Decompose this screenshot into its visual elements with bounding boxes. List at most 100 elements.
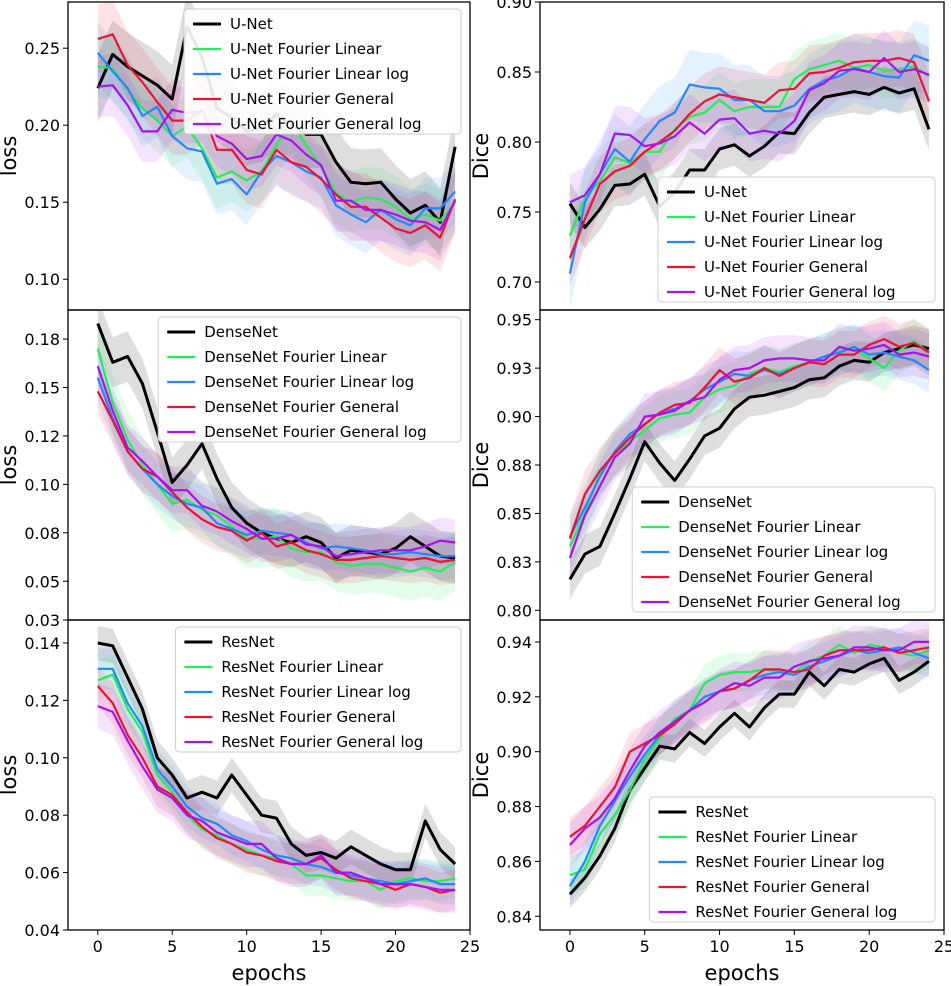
legend-label: ResNet Fourier Linear xyxy=(695,828,858,846)
y-tick-label: 0.90 xyxy=(496,0,532,12)
y-tick-label: 0.95 xyxy=(496,311,532,330)
legend-label: ResNet Fourier General xyxy=(221,708,395,726)
y-tick-label: 0.92 xyxy=(496,688,532,707)
confidence-band-densenet-fourier-linear xyxy=(97,319,456,601)
panel-resnet-loss: 0.04 0.06 0.08 0.10 0.12 0.14 0 5 10 15 20 25 loss ep… xyxy=(0,619,480,985)
legend-label: U-Net Fourier General log xyxy=(704,283,896,301)
legend-label: DenseNet Fourier General log xyxy=(204,423,426,441)
panel-unet-loss: 0.10 0.15 0.20 0.25 loss U-Net U-Net Fourier L… xyxy=(0,1,471,311)
legend-label: ResNet xyxy=(695,803,748,821)
y-axis-label: loss xyxy=(0,445,21,486)
legend-label: DenseNet Fourier General xyxy=(678,568,873,586)
y-tick-label: 0.86 xyxy=(496,852,532,871)
y-tick-label: 0.90 xyxy=(496,408,532,427)
legend-box xyxy=(183,8,462,135)
legend-label: U-Net Fourier General xyxy=(704,258,868,276)
confidence-band-densenet-fourier-linear-log xyxy=(569,323,929,560)
legend-label: DenseNet Fourier Linear xyxy=(678,518,861,536)
y-tick-label: 0.04 xyxy=(24,921,60,940)
confidence-band-densenet-fourier-general xyxy=(569,315,929,562)
series-line-u-net xyxy=(568,85,931,229)
panel-densenet-loss: 0.03 0.05 0.08 0.10 0.12 0.15 0.18 loss DenseNet… xyxy=(0,309,471,630)
legend: DenseNet DenseNet Fourier Linear DenseNet … xyxy=(631,486,936,613)
y-tick-label: 0.10 xyxy=(24,270,60,289)
y-tick-label: 0.88 xyxy=(496,798,532,817)
confidence-band-densenet-fourier-general xyxy=(97,368,456,586)
y-axis-label: loss xyxy=(0,755,21,796)
y-tick-label: 0.15 xyxy=(24,193,60,212)
series-line-u-net-fourier-general-log xyxy=(569,56,930,204)
legend-label: ResNet Fourier General log xyxy=(695,903,897,921)
legend-label: DenseNet Fourier Linear log xyxy=(678,543,888,561)
x-tick-label: 20 xyxy=(859,937,879,956)
legend: U-Net U-Net Fourier Linear U-Net Fourier L… xyxy=(183,8,462,135)
y-tick-label: 0.05 xyxy=(24,572,60,591)
x-axis-label: epochs xyxy=(232,961,307,985)
legend-label: U-Net Fourier Linear log xyxy=(704,233,883,251)
confidence-band-u-net-fourier-linear xyxy=(569,32,929,264)
series-line-densenet-fourier-general xyxy=(568,338,930,539)
y-tick-label: 0.25 xyxy=(24,39,60,58)
confidence-band-u-net-fourier-general xyxy=(97,2,456,272)
legend-label: U-Net Fourier Linear log xyxy=(230,65,409,83)
y-tick-label: 0.88 xyxy=(496,456,532,475)
y-tick-label: 0.83 xyxy=(496,553,532,572)
confidence-band-densenet-fourier-linear-log xyxy=(97,354,456,580)
legend-label: U-Net xyxy=(704,183,747,201)
y-tick-label: 0.08 xyxy=(24,524,60,543)
y-tick-label: 0.10 xyxy=(24,475,60,494)
x-tick-label: 20 xyxy=(385,937,405,956)
panel-densenet-dice: 0.80 0.83 0.85 0.88 0.90 0.93 0.95 Dice DenseNet… xyxy=(469,309,945,621)
x-tick-label: 10 xyxy=(236,937,256,956)
y-tick-label: 0.15 xyxy=(24,379,60,398)
legend: DenseNet DenseNet Fourier Linear DenseNet … xyxy=(157,316,462,443)
legend-label: ResNet Fourier Linear log xyxy=(695,853,884,871)
y-tick-label: 0.75 xyxy=(496,203,532,222)
axes-frame xyxy=(539,619,945,931)
series-line-resnet-fourier-general-log xyxy=(569,640,929,846)
series-line-densenet-fourier-general-log xyxy=(96,365,456,558)
y-tick-label: 0.10 xyxy=(24,749,60,768)
x-tick-label: 5 xyxy=(167,937,177,956)
legend-box xyxy=(631,486,936,613)
x-tick-label: 25 xyxy=(934,937,951,956)
legend-label: U-Net Fourier General log xyxy=(230,115,422,133)
legend: ResNet ResNet Fourier Linear ResNet Fourie… xyxy=(174,626,462,753)
legend-label: U-Net Fourier Linear xyxy=(704,208,856,226)
x-tick-label: 25 xyxy=(460,937,480,956)
series-line-resnet-fourier-general-log xyxy=(97,705,456,891)
confidence-band-resnet-fourier-general-log xyxy=(97,683,456,913)
legend-label: DenseNet Fourier General log xyxy=(678,593,900,611)
legend-label: ResNet Fourier Linear xyxy=(221,658,384,676)
plot-area xyxy=(568,620,930,909)
series-line-resnet-fourier-linear xyxy=(569,643,930,877)
legend-label: ResNet Fourier General log xyxy=(221,733,423,751)
plot-area xyxy=(568,315,930,599)
legend-label: DenseNet Fourier Linear log xyxy=(204,373,414,391)
y-axis-label: Dice xyxy=(469,442,493,488)
legend: U-Net U-Net Fourier Linear U-Net Fourier L… xyxy=(657,176,936,303)
x-axis-label: epochs xyxy=(705,961,780,985)
x-tick-label: 15 xyxy=(784,937,804,956)
panel-resnet-dice: 0.84 0.86 0.88 0.90 0.92 0.94 0 5 10 15 20 25 Dice ep… xyxy=(469,619,951,985)
y-tick-label: 0.85 xyxy=(496,63,532,82)
x-tick-label: 15 xyxy=(311,937,331,956)
y-tick-label: 0.80 xyxy=(496,601,532,620)
plot-area xyxy=(96,625,457,913)
legend-label: U-Net xyxy=(230,15,273,33)
x-tick-label: 0 xyxy=(565,937,575,956)
y-axis-label: Dice xyxy=(469,133,493,179)
y-tick-label: 0.08 xyxy=(24,806,60,825)
series-line-u-net-fourier-linear xyxy=(568,59,930,237)
confidence-band-u-net-fourier-general-log xyxy=(569,30,929,231)
legend-box xyxy=(157,316,462,443)
y-tick-label: 0.93 xyxy=(496,359,532,378)
y-tick-label: 0.03 xyxy=(24,611,60,630)
series-line-u-net-fourier-linear-log xyxy=(96,52,456,227)
x-tick-label: 10 xyxy=(709,937,729,956)
y-axis-label: Dice xyxy=(469,752,493,798)
confidence-band-u-net-fourier-linear-log xyxy=(569,20,929,309)
panel-unet-dice: 0.70 0.75 0.80 0.85 0.90 Dice U-Net U-Net Fouri… xyxy=(469,0,945,311)
series-line-u-net-fourier-general xyxy=(97,33,457,239)
